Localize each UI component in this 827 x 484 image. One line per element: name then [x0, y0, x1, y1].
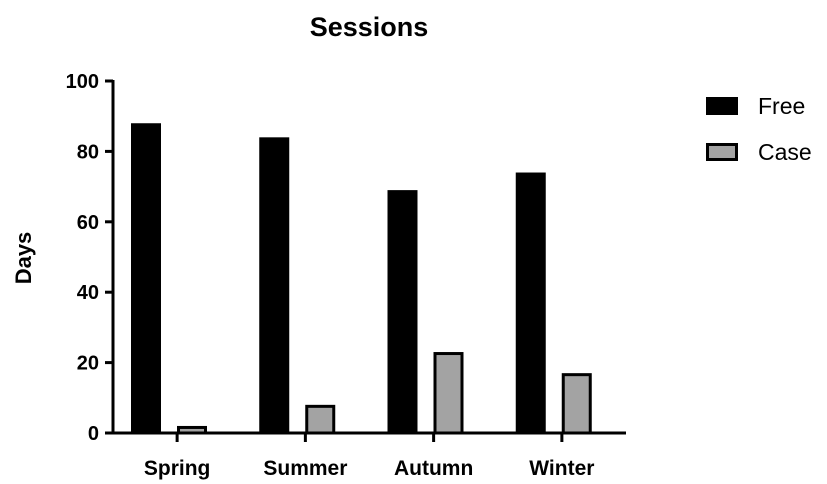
bar-free-summer [259, 137, 290, 433]
axes [111, 80, 626, 435]
legend: Free Case [706, 93, 812, 165]
bar-free-autumn [387, 190, 418, 433]
y-tick-label: 0 [88, 423, 99, 445]
legend-swatch-free [706, 97, 738, 115]
y-tick-label: 60 [77, 212, 99, 234]
y-tick-label: 40 [77, 282, 99, 304]
legend-label-free: Free [758, 93, 805, 119]
y-tick-label: 80 [77, 141, 99, 163]
bar-case-winter [561, 373, 592, 435]
x-tick-label: Winter [529, 457, 594, 480]
bar-free-spring [131, 123, 161, 434]
bar-case-summer [305, 404, 336, 435]
chart-title: Sessions [310, 12, 429, 42]
y-ticks: 0 20 40 60 80 100 [66, 71, 113, 445]
legend-label-case: Case [758, 139, 812, 165]
x-tick-label: Summer [263, 457, 347, 480]
x-tick-label: Spring [144, 457, 211, 480]
plot-area [131, 123, 592, 435]
bar-free-winter [515, 172, 546, 433]
legend-swatch-case [706, 143, 738, 161]
y-axis-label: Days [11, 232, 36, 285]
bar-case-autumn [433, 352, 464, 435]
y-tick-label: 100 [66, 71, 99, 93]
x-tick-label: Autumn [394, 457, 473, 480]
x-ticks: Spring Summer Autumn Winter [144, 433, 594, 480]
y-tick-label: 20 [77, 353, 99, 375]
